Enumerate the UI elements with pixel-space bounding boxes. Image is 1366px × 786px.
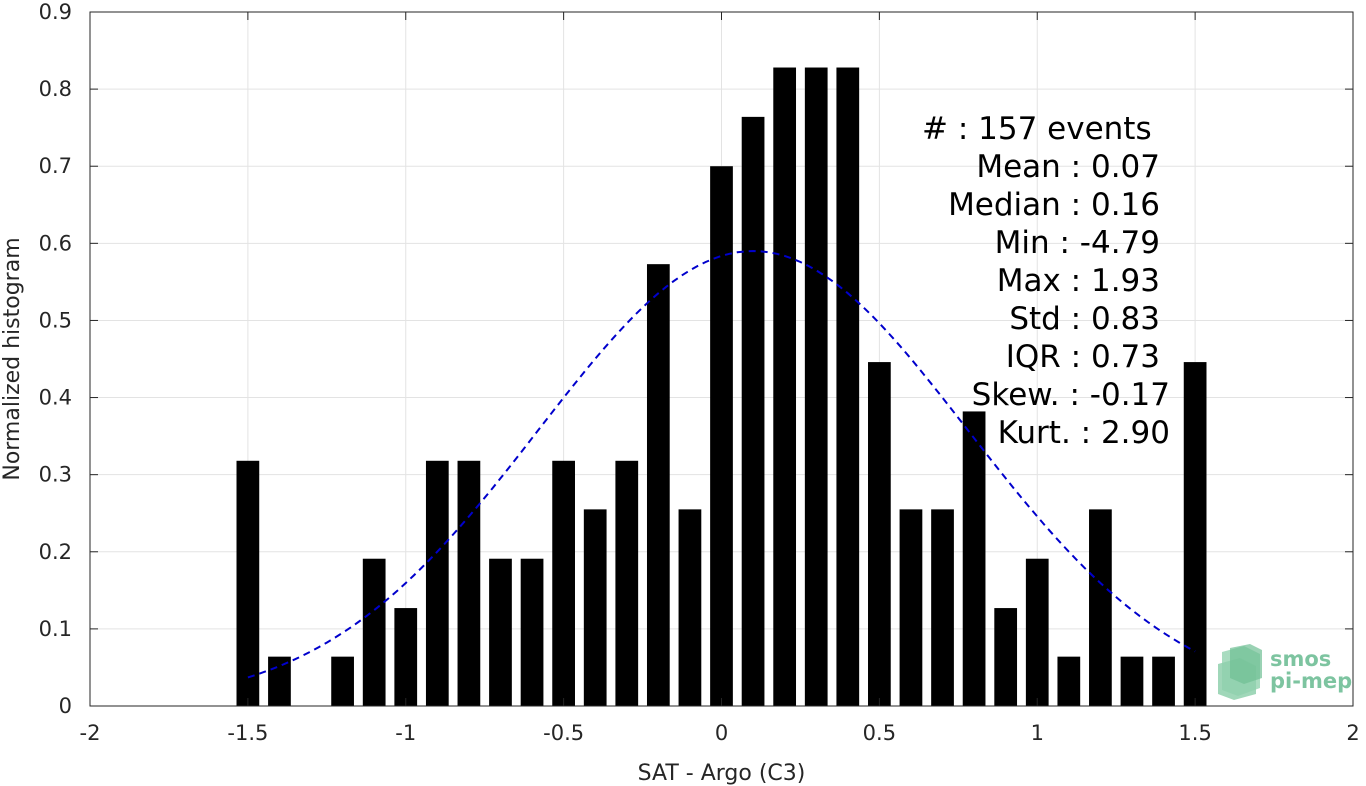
y-tick-label: 0.8: [39, 77, 72, 101]
y-tick-label: 0.6: [39, 231, 72, 255]
x-tick-label: -0.5: [543, 721, 584, 745]
histogram-bar: [520, 558, 544, 706]
histogram-bar: [615, 460, 639, 706]
histogram-bar: [394, 608, 418, 706]
stat-std: Std : 0.83: [1009, 301, 1160, 337]
histogram-bar: [678, 509, 702, 706]
histogram-bar: [268, 656, 291, 706]
stat-iqr: IQR : 0.73: [1005, 339, 1160, 375]
histogram-bar: [425, 460, 449, 706]
histogram-bar: [362, 558, 386, 706]
x-tick-label: 0.5: [863, 721, 896, 745]
logo-mark-icon: [1218, 644, 1262, 700]
y-tick-label: 0.3: [39, 463, 72, 487]
histogram-bar: [962, 411, 986, 706]
x-axis-ticks: -2 -1.5 -1 -0.5 0 0.5 1 1.5 2: [80, 12, 1360, 745]
x-tick-label: 2: [1346, 721, 1359, 745]
y-tick-label: 0.1: [39, 617, 72, 641]
y-tick-label: 0.2: [39, 540, 72, 564]
smos-pimep-logo: smos pi-mep: [1214, 644, 1354, 700]
histogram-bar: [994, 608, 1018, 706]
stat-median: Median : 0.16: [948, 187, 1160, 223]
histogram-bar: [710, 166, 733, 706]
histogram-bar: [1152, 656, 1175, 706]
histogram-bar: [646, 264, 670, 706]
histogram-bar: [1120, 656, 1144, 706]
x-tick-label: 0: [715, 721, 728, 745]
histogram-bar: [804, 67, 828, 706]
stat-kurt: Kurt. : 2.90: [997, 415, 1170, 451]
logo-text-line2: pi-mep: [1270, 669, 1353, 693]
y-axis-label: Normalized histogram: [0, 237, 25, 480]
histogram-bars: [236, 67, 1207, 707]
histogram-bar: [1057, 656, 1081, 706]
x-tick-label: -1: [395, 721, 416, 745]
y-tick-label: 0.4: [39, 386, 72, 410]
x-tick-label: 1: [1031, 721, 1044, 745]
stat-skew: Skew. : -0.17: [971, 377, 1170, 413]
y-axis-ticks: 0 0.1 0.2 0.3 0.4 0.5 0.6 0.7 0.8 0.9: [39, 0, 1353, 718]
histogram-bar: [552, 460, 575, 706]
y-tick-label: 0.5: [39, 308, 72, 332]
histogram-bar: [1089, 509, 1112, 706]
stat-events: # : 157 events: [922, 111, 1152, 147]
stat-max: Max : 1.93: [996, 263, 1160, 299]
histogram-bar: [836, 67, 860, 706]
stat-min: Min : -4.79: [994, 225, 1160, 261]
histogram-bar: [1183, 362, 1207, 706]
x-axis-label: SAT - Argo (C3): [638, 761, 806, 786]
x-tick-label: -1.5: [227, 721, 268, 745]
x-tick-label: -2: [80, 721, 101, 745]
y-tick-label: 0.7: [39, 154, 72, 178]
logo-text-line1: smos: [1270, 647, 1332, 671]
histogram-bar: [773, 67, 797, 706]
gaussian-fit-curve: [247, 249, 1196, 679]
histogram-bar: [931, 509, 954, 706]
histogram-bar: [868, 362, 891, 706]
histogram-bar: [489, 558, 512, 706]
y-tick-label: 0.9: [39, 0, 72, 24]
stat-mean: Mean : 0.07: [976, 149, 1160, 185]
histogram-bar: [236, 460, 260, 706]
y-tick-label: 0: [59, 694, 72, 718]
histogram-bar: [899, 509, 923, 706]
histogram-bar: [1025, 558, 1049, 706]
histogram-bar: [741, 116, 765, 707]
x-tick-label: 1.5: [1178, 721, 1211, 745]
histogram-bar: [457, 460, 481, 706]
histogram-bar: [583, 509, 607, 706]
histogram-bar: [331, 656, 354, 706]
